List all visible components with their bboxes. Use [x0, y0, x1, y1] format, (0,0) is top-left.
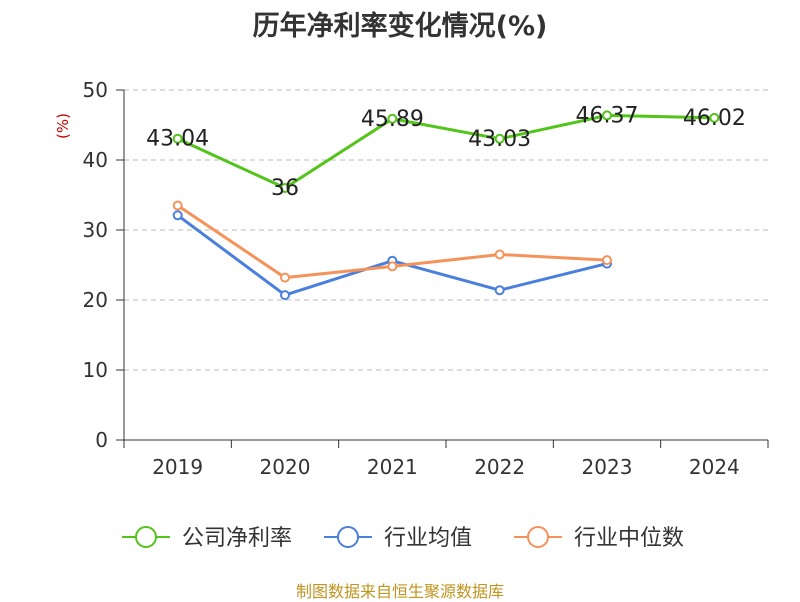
y-tick-label: 10: [83, 358, 108, 382]
data-source-note: 制图数据来自恒生聚源数据库: [295, 582, 504, 601]
y-tick-label: 20: [83, 288, 108, 312]
series-line-2: [176, 214, 608, 297]
data-label: 43.03: [468, 127, 531, 152]
y-tick-label: 40: [83, 148, 108, 172]
data-point-1: [494, 133, 505, 144]
chart-title: 历年净利率变化情况(%): [252, 11, 548, 42]
y-tick-label: 30: [83, 218, 108, 242]
y-tick-label: 50: [83, 78, 108, 102]
data-point-3: [494, 249, 505, 260]
data-point-1: [709, 112, 720, 123]
x-tick-label: 2022: [474, 455, 525, 479]
data-label: 36: [271, 176, 299, 201]
x-tick-label: 2024: [689, 455, 740, 479]
data-point-2: [494, 285, 505, 296]
x-tick-label: 2023: [582, 455, 633, 479]
legend-marker: [337, 526, 359, 548]
data-label: 45.89: [361, 107, 424, 132]
legend-marker: [527, 526, 549, 548]
data-point-3: [172, 200, 183, 211]
series-line-1: [177, 113, 715, 190]
data-point-2: [172, 210, 183, 221]
data-point-1: [387, 113, 398, 124]
x-tick-label: 2020: [260, 455, 311, 479]
data-point-2: [280, 290, 290, 301]
x-tick-label: 2019: [152, 455, 203, 479]
data-label: 46.37: [576, 103, 639, 128]
legend-label: 行业均值: [384, 526, 472, 551]
data-point-1: [602, 110, 612, 121]
data-label: 43.04: [146, 127, 209, 152]
data-point-3: [280, 272, 290, 283]
data-point-3: [602, 255, 612, 266]
y-tick-label: 0: [95, 428, 108, 452]
x-tick-label: 2021: [367, 455, 418, 479]
legend-label: 公司净利率: [182, 526, 292, 551]
y-axis-label: (%): [54, 113, 72, 139]
legend-label: 行业中位数: [574, 526, 684, 551]
data-label: 46.02: [683, 106, 746, 131]
data-point-3: [387, 261, 398, 272]
data-point-1: [172, 133, 183, 144]
legend-marker: [135, 526, 157, 548]
data-point-1: [280, 183, 290, 193]
